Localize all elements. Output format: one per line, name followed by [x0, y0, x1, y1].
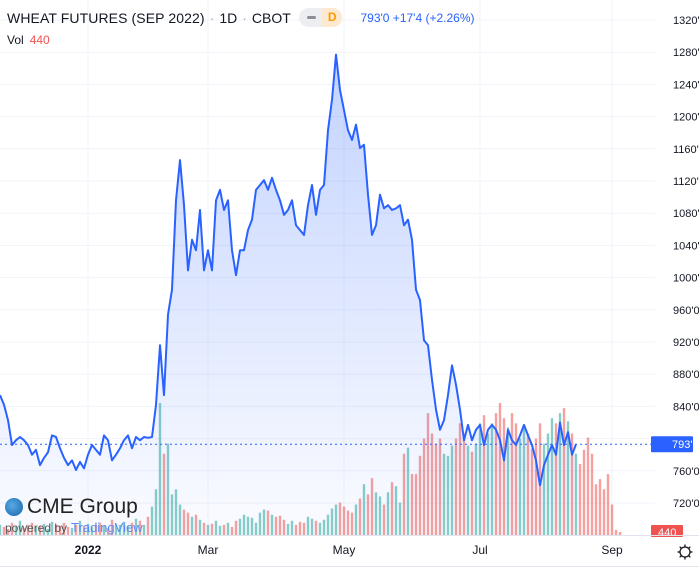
price-line	[0, 53, 577, 487]
volume-bar	[602, 489, 606, 535]
price-quote: 793'0 +17'4 (+2.26%)	[360, 10, 475, 25]
tradingview-link[interactable]: TradingView	[71, 520, 143, 535]
volume-bar	[618, 531, 622, 535]
y-tick-label: 1160'0	[673, 144, 699, 156]
volume-label: Vol	[7, 33, 24, 47]
y-tick-label: 1320'0	[673, 15, 699, 27]
y-tick-label: 1120'0	[673, 176, 699, 188]
last-volume-label: 440	[658, 527, 676, 539]
y-tick-label: 920'0	[673, 337, 699, 349]
y-tick-label: 1040'0	[673, 240, 699, 252]
globe-icon	[5, 498, 23, 516]
volume-bar	[614, 529, 618, 535]
exchange-label: CBOT	[251, 9, 291, 26]
x-tick-label: 2022	[75, 543, 102, 557]
price-area	[0, 54, 576, 536]
x-tick-label: Mar	[198, 543, 219, 557]
y-tick-label: 1080'0	[673, 208, 699, 220]
volume-bar	[610, 504, 614, 535]
cme-logo: CME Group	[27, 495, 138, 518]
volume-bar	[582, 449, 586, 535]
volume-bar	[578, 463, 582, 535]
market-status-badge[interactable]: D	[298, 8, 343, 27]
gear-tooth	[688, 546, 691, 549]
separator: ·	[242, 9, 247, 26]
x-tick-label: Jul	[472, 543, 487, 557]
y-tick-label: 880'0	[673, 369, 699, 381]
last-price-badge	[651, 436, 693, 453]
y-tick-label: 960'0	[673, 305, 699, 317]
chart-legend: WHEAT FUTURES (SEP 2022) · 1D · CBOT D 7…	[7, 8, 474, 27]
last-price-label: 793'0	[672, 439, 699, 451]
volume-bar	[606, 474, 610, 535]
interval-label[interactable]: 1D	[219, 9, 238, 26]
y-tick-label: 1000'0	[673, 273, 699, 285]
branding[interactable]: CME Group powered by TradingView	[5, 495, 143, 535]
settings-gear-icon[interactable]	[677, 544, 693, 560]
volume-bar	[586, 437, 590, 535]
y-tick-label: 720'0	[673, 498, 699, 510]
volume-legend: Vol 440	[7, 33, 50, 47]
y-tick-label: 760'0	[673, 466, 699, 478]
x-tick-label: Sep	[601, 543, 623, 557]
minus-icon	[306, 16, 316, 19]
x-tick-label: May	[333, 543, 356, 557]
powered-by: powered by	[5, 521, 68, 535]
last-volume-badge	[651, 525, 683, 537]
y-tick-label: 1240'0	[673, 79, 699, 91]
y-tick-label: 840'0	[673, 401, 699, 413]
gear-circle	[679, 546, 691, 558]
volume-bar	[594, 484, 598, 535]
separator: ·	[209, 9, 215, 26]
volume-value: 440	[29, 33, 50, 47]
symbol-title[interactable]: WHEAT FUTURES (SEP 2022)	[7, 9, 205, 26]
y-tick-label: 1280'0	[673, 47, 699, 59]
gear-tooth	[679, 546, 682, 549]
gear-tooth	[688, 555, 691, 558]
volume-bar	[590, 453, 594, 535]
delayed-badge: D	[321, 8, 343, 27]
volume-bar	[598, 479, 602, 535]
gear-tooth	[679, 555, 682, 558]
y-tick-label: 1200'0	[673, 112, 699, 124]
